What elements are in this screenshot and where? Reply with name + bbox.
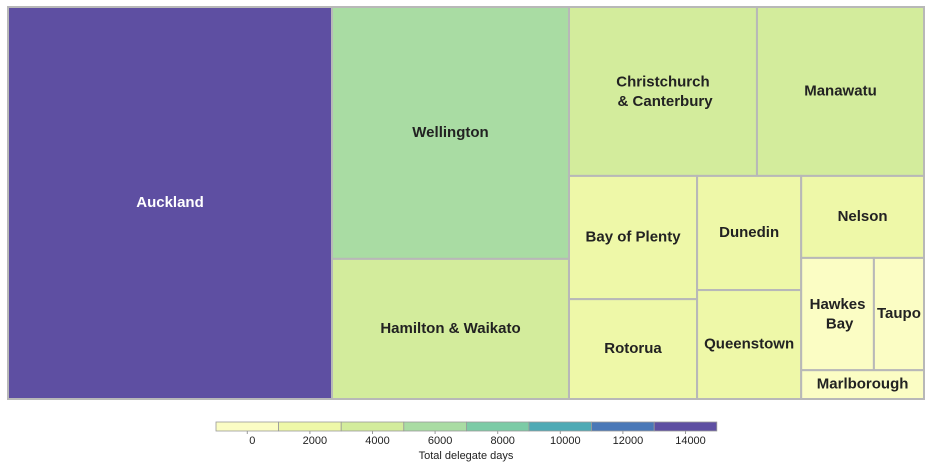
legend-tick-label: 6000 [428, 435, 452, 447]
tile-label: Hamilton & Waikato [380, 320, 520, 337]
legend-tick-label: 14000 [675, 435, 706, 447]
tile-label: Dunedin [719, 224, 779, 241]
tile [755, 6, 925, 177]
tile [872, 256, 925, 372]
colorbar-swatch [278, 421, 342, 432]
tile-label: Wellington [412, 124, 488, 141]
colorbar-swatch [465, 421, 530, 432]
colorbar-swatch [215, 421, 279, 432]
legend-tick-label: 10000 [550, 435, 581, 447]
tile [800, 174, 925, 259]
tile [800, 369, 925, 400]
colorbar-swatch [591, 421, 655, 432]
tile [7, 6, 334, 400]
tile [696, 289, 803, 400]
tile-label: Queenstown [704, 336, 794, 353]
legend-tick-label: 4000 [365, 435, 389, 447]
colorbar-swatch [528, 421, 592, 432]
tile [800, 256, 875, 372]
colorbar-swatch [653, 421, 718, 432]
colorbar-title: Total delegate days [419, 450, 514, 462]
tile-label: Christchurch & Canterbury [613, 73, 713, 110]
colorbar-swatch [340, 421, 405, 432]
legend-tick-label: 2000 [303, 435, 327, 447]
tile [567, 6, 758, 177]
tile-label: Manawatu [804, 82, 877, 99]
tile-label: Marlborough [817, 376, 909, 393]
tile-label: Hawkes Bay [810, 296, 866, 333]
legend-tick-label: 12000 [613, 435, 644, 447]
tile [567, 298, 699, 400]
legend-tick-label: 8000 [490, 435, 514, 447]
tile-label: Taupo [877, 305, 921, 322]
tile [331, 257, 570, 400]
tile-label: Bay of Plenty [586, 228, 682, 245]
tile-label: Rotorua [604, 340, 662, 357]
tile [567, 174, 699, 301]
tile [331, 6, 570, 260]
legend-tick-label: 0 [249, 435, 255, 447]
tile-label: Nelson [838, 208, 888, 225]
tile-label: Auckland [136, 194, 204, 211]
colorbar-swatch [403, 421, 467, 432]
